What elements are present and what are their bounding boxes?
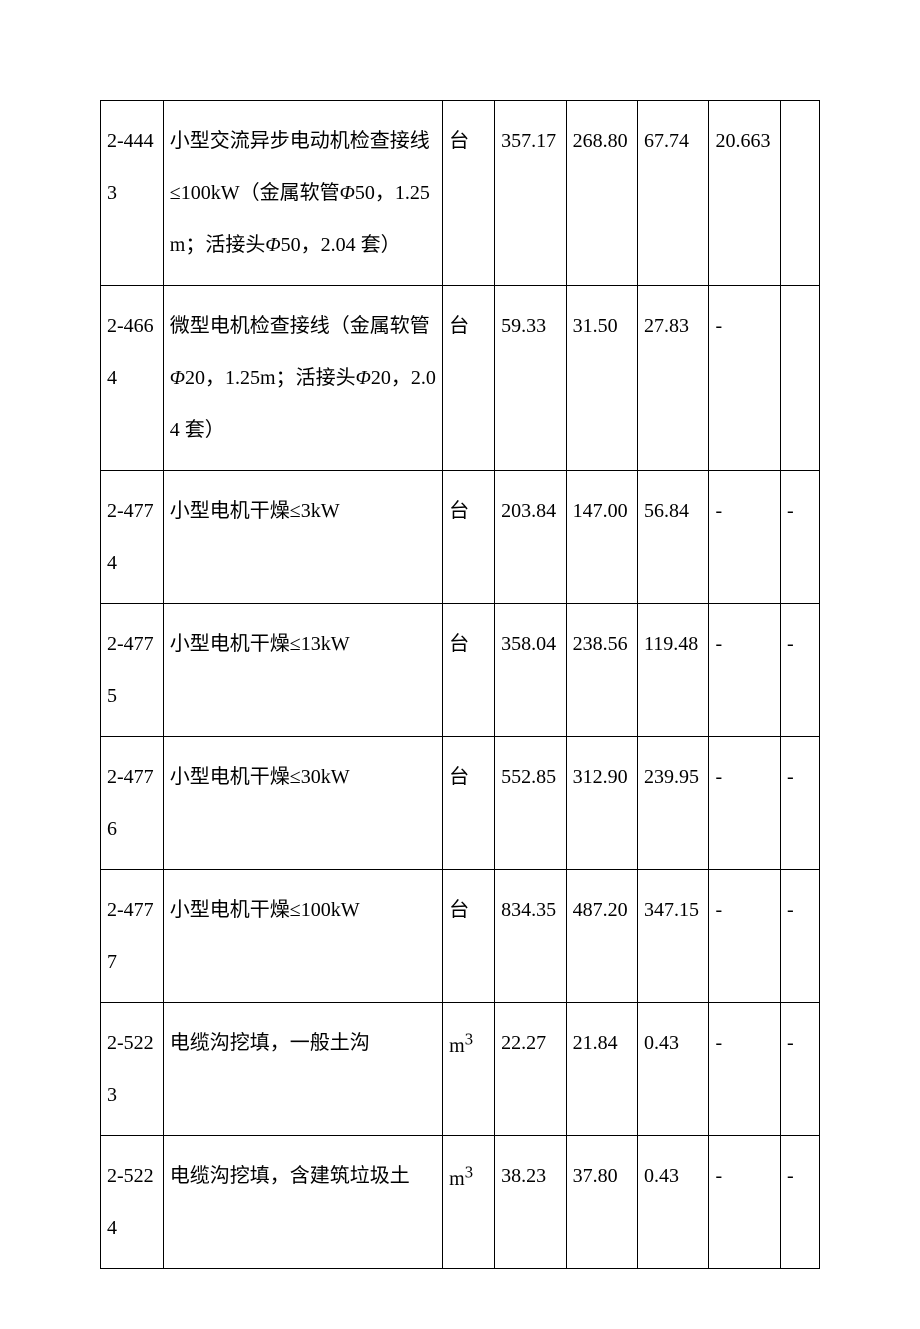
cell-desc: 微型电机检查接线（金属软管Φ20，1.25m；活接头Φ20，2.04 套） — [163, 286, 442, 471]
cell-v5: - — [780, 1003, 819, 1136]
cell-code: 2-4664 — [101, 286, 164, 471]
cell-v5: - — [780, 870, 819, 1003]
table-row: 2-5223电缆沟挖填，一般土沟m322.2721.840.43-- — [101, 1003, 820, 1136]
cell-v2: 21.84 — [566, 1003, 637, 1136]
cell-v5 — [780, 101, 819, 286]
cell-v3: 0.43 — [638, 1136, 709, 1269]
cell-v3: 56.84 — [638, 471, 709, 604]
cell-v4: 20.663 — [709, 101, 780, 286]
cell-v2: 37.80 — [566, 1136, 637, 1269]
cell-v1: 358.04 — [495, 604, 566, 737]
cell-v3: 67.74 — [638, 101, 709, 286]
cell-v4: - — [709, 471, 780, 604]
cell-v2: 147.00 — [566, 471, 637, 604]
cell-v5 — [780, 286, 819, 471]
cell-code: 2-4777 — [101, 870, 164, 1003]
cell-v3: 27.83 — [638, 286, 709, 471]
cell-unit: 台 — [443, 870, 495, 1003]
cell-v2: 268.80 — [566, 101, 637, 286]
cell-desc: 小型电机干燥≤100kW — [163, 870, 442, 1003]
cell-v3: 347.15 — [638, 870, 709, 1003]
cell-v2: 487.20 — [566, 870, 637, 1003]
cell-v4: - — [709, 737, 780, 870]
cell-desc: 小型电机干燥≤30kW — [163, 737, 442, 870]
cell-unit: m3 — [443, 1136, 495, 1269]
table-row: 2-4443小型交流异步电动机检查接线≤100kW（金属软管Φ50，1.25m；… — [101, 101, 820, 286]
table-row: 2-4774小型电机干燥≤3kW台203.84147.0056.84-- — [101, 471, 820, 604]
cell-v1: 357.17 — [495, 101, 566, 286]
document-page: 2-4443小型交流异步电动机检查接线≤100kW（金属软管Φ50，1.25m；… — [0, 0, 920, 1329]
cell-code: 2-5223 — [101, 1003, 164, 1136]
table-row: 2-4777小型电机干燥≤100kW台834.35487.20347.15-- — [101, 870, 820, 1003]
cell-unit: 台 — [443, 604, 495, 737]
cell-desc: 小型交流异步电动机检查接线≤100kW（金属软管Φ50，1.25m；活接头Φ50… — [163, 101, 442, 286]
cell-desc: 电缆沟挖填，含建筑垃圾土 — [163, 1136, 442, 1269]
cell-v5: - — [780, 1136, 819, 1269]
cell-code: 2-4774 — [101, 471, 164, 604]
cell-v2: 312.90 — [566, 737, 637, 870]
cell-v5: - — [780, 604, 819, 737]
cell-v2: 238.56 — [566, 604, 637, 737]
cell-v4: - — [709, 1003, 780, 1136]
cell-v1: 552.85 — [495, 737, 566, 870]
cell-v1: 38.23 — [495, 1136, 566, 1269]
cell-v1: 22.27 — [495, 1003, 566, 1136]
cell-v2: 31.50 — [566, 286, 637, 471]
cell-unit: m3 — [443, 1003, 495, 1136]
table-row: 2-4776小型电机干燥≤30kW台552.85312.90239.95-- — [101, 737, 820, 870]
cell-v5: - — [780, 737, 819, 870]
cell-unit: 台 — [443, 101, 495, 286]
cell-desc: 电缆沟挖填，一般土沟 — [163, 1003, 442, 1136]
cell-v4: - — [709, 604, 780, 737]
table-row: 2-4775小型电机干燥≤13kW台358.04238.56119.48-- — [101, 604, 820, 737]
cell-v5: - — [780, 471, 819, 604]
cell-v3: 239.95 — [638, 737, 709, 870]
cell-code: 2-5224 — [101, 1136, 164, 1269]
cell-v1: 59.33 — [495, 286, 566, 471]
cell-v3: 119.48 — [638, 604, 709, 737]
data-table: 2-4443小型交流异步电动机检查接线≤100kW（金属软管Φ50，1.25m；… — [100, 100, 820, 1269]
cell-unit: 台 — [443, 737, 495, 870]
cell-desc: 小型电机干燥≤3kW — [163, 471, 442, 604]
table-row: 2-4664微型电机检查接线（金属软管Φ20，1.25m；活接头Φ20，2.04… — [101, 286, 820, 471]
cell-v4: - — [709, 1136, 780, 1269]
cell-v4: - — [709, 286, 780, 471]
cell-unit: 台 — [443, 286, 495, 471]
cell-v3: 0.43 — [638, 1003, 709, 1136]
cell-code: 2-4443 — [101, 101, 164, 286]
cell-unit: 台 — [443, 471, 495, 604]
cell-v4: - — [709, 870, 780, 1003]
cell-v1: 834.35 — [495, 870, 566, 1003]
cell-code: 2-4776 — [101, 737, 164, 870]
cell-desc: 小型电机干燥≤13kW — [163, 604, 442, 737]
table-row: 2-5224电缆沟挖填，含建筑垃圾土m338.2337.800.43-- — [101, 1136, 820, 1269]
cell-v1: 203.84 — [495, 471, 566, 604]
cell-code: 2-4775 — [101, 604, 164, 737]
table-body: 2-4443小型交流异步电动机检查接线≤100kW（金属软管Φ50，1.25m；… — [101, 101, 820, 1269]
